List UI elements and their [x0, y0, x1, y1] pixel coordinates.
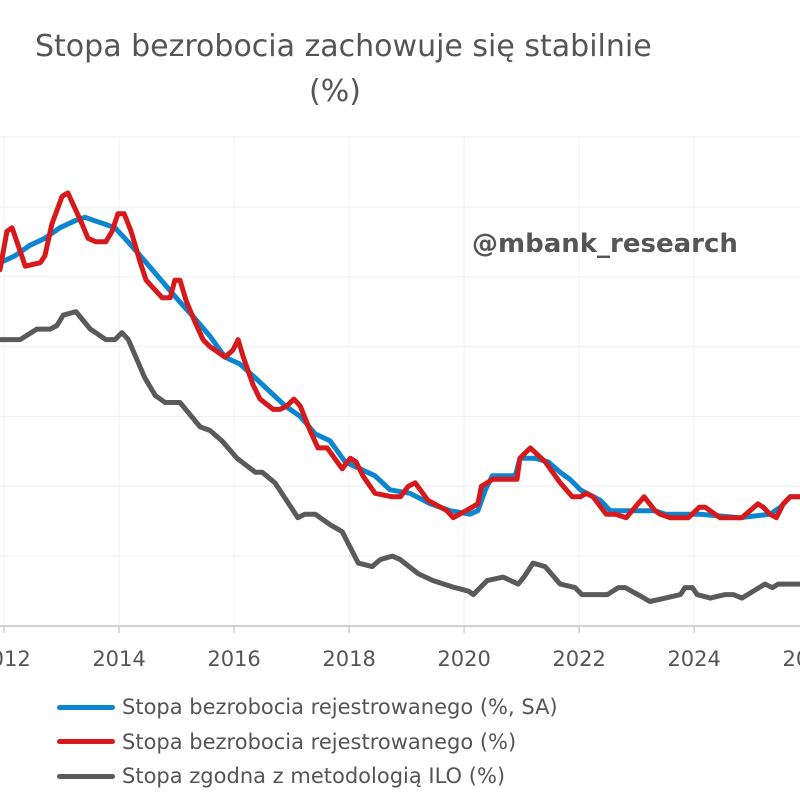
x-tick-label: 2014	[92, 647, 145, 671]
chart-subtitle: (%)	[309, 74, 361, 109]
legend-swatch	[57, 704, 115, 710]
watermark: @mbank_research	[472, 229, 738, 259]
legend-label: Stopa bezrobocia rejestrowanego (%)	[122, 729, 517, 754]
line-chart: 2012 2014 2016 2018 2020 2022 2024 2026 @mbank_…	[0, 136, 800, 671]
chart-title-main: Stopa bezrobocia zachowuje się stabilnie	[35, 29, 652, 64]
series-line-registered	[0, 190, 800, 521]
x-tick-label: 2026	[782, 647, 800, 671]
chart-title: Stopa bezrobocia zachowuje się stabilnie…	[35, 24, 652, 114]
legend: Stopa bezrobocia rejestrowanego (%, SA) …	[57, 690, 558, 794]
legend-item-registered-sa: Stopa bezrobocia rejestrowanego (%, SA)	[57, 690, 558, 725]
legend-item-ilo: Stopa zgodna z metodologią ILO (%)	[57, 759, 558, 794]
series-line-ilo	[0, 309, 800, 604]
legend-label: Stopa bezrobocia rejestrowanego (%, SA)	[122, 695, 558, 720]
series-lines	[0, 190, 800, 604]
x-axis-ticks: 2012 2014 2016 2018 2020 2022 2024 2026	[0, 626, 800, 671]
x-tick-label: 2022	[552, 647, 605, 671]
x-tick-label: 2012	[0, 647, 31, 671]
legend-label: Stopa zgodna z metodologią ILO (%)	[122, 764, 506, 789]
legend-swatch	[57, 773, 115, 779]
series-line-registered-sa	[0, 214, 800, 521]
x-tick-label: 2016	[207, 647, 260, 671]
x-tick-label: 2018	[322, 647, 375, 671]
legend-swatch	[57, 739, 115, 745]
x-tick-label: 2024	[667, 647, 720, 671]
legend-item-registered: Stopa bezrobocia rejestrowanego (%)	[57, 725, 558, 760]
gridlines	[0, 136, 800, 626]
x-tick-label: 2020	[437, 647, 490, 671]
